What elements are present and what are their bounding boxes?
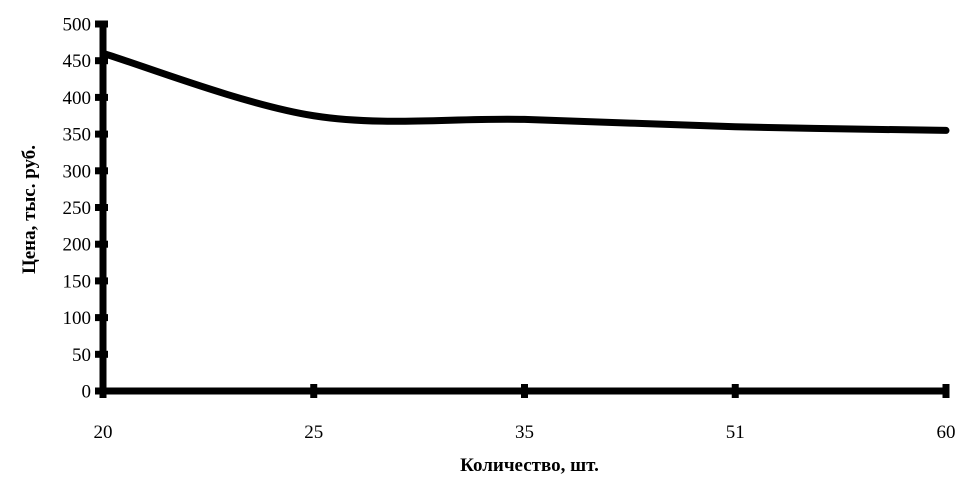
x-tick-label: 60 bbox=[937, 422, 956, 443]
y-tick-label: 250 bbox=[63, 198, 92, 219]
y-tick-label: 500 bbox=[63, 15, 92, 36]
y-tick-label: 450 bbox=[63, 51, 92, 72]
y-axis-title: Цена, тыс. руб. bbox=[19, 145, 40, 274]
y-tick-label: 100 bbox=[63, 308, 92, 329]
y-tick-label: 200 bbox=[63, 235, 92, 256]
y-tick-label: 50 bbox=[72, 345, 91, 366]
y-tick-label: 300 bbox=[63, 161, 92, 182]
y-tick-label: 0 bbox=[82, 382, 92, 403]
y-tick-label: 350 bbox=[63, 125, 92, 146]
y-tick-label: 150 bbox=[63, 271, 92, 292]
x-tick-label: 35 bbox=[515, 422, 534, 443]
x-tick-label: 51 bbox=[726, 422, 745, 443]
x-axis-title: Количество, шт. bbox=[460, 455, 599, 476]
x-tick-label: 20 bbox=[94, 422, 113, 443]
x-tick-label: 25 bbox=[304, 422, 323, 443]
series-line bbox=[99, 49, 950, 134]
x-axis-ticks: 20 25 35 51 60 bbox=[94, 384, 956, 443]
y-tick-label: 400 bbox=[63, 88, 92, 109]
